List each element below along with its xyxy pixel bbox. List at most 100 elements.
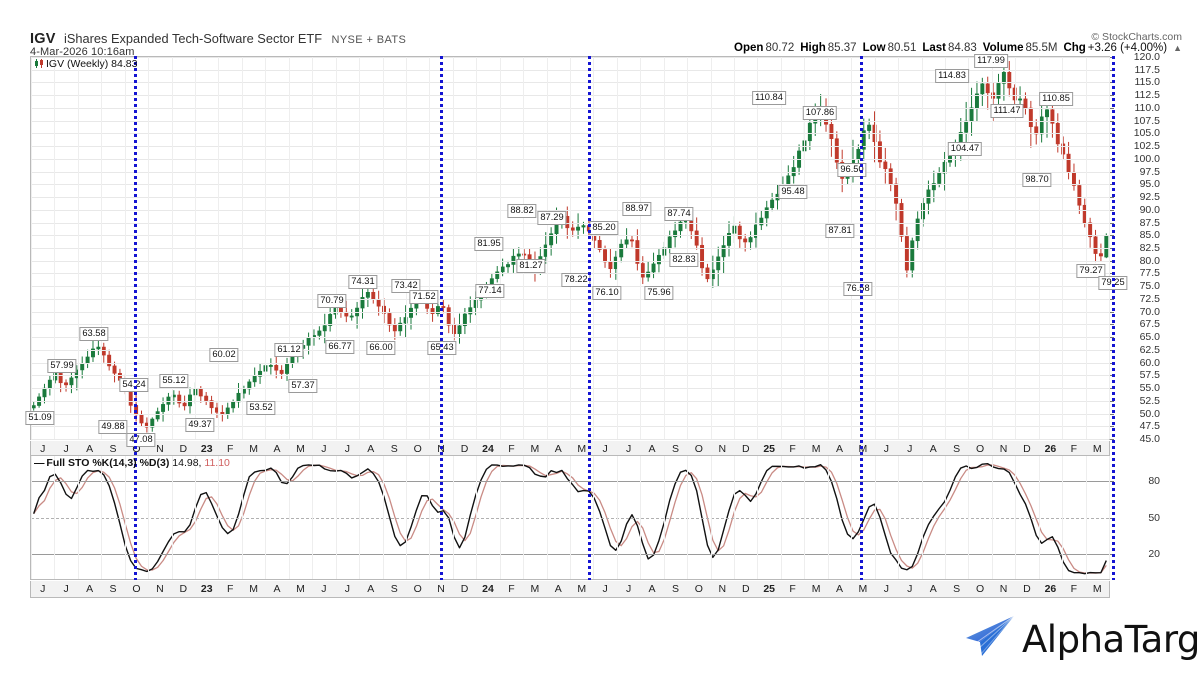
stochastic-pane[interactable] <box>30 455 1110 580</box>
x-axis-tick: N <box>437 583 445 595</box>
price-annotation-label: 95.48 <box>778 185 808 199</box>
x-axis-tick: J <box>344 583 350 595</box>
y-axis-tick: 70.0 <box>1139 305 1160 318</box>
x-axis-tick: F <box>789 443 796 455</box>
x-axis-tick: M <box>811 583 821 595</box>
price-annotation-label: 82.83 <box>669 253 699 267</box>
sto-vertical-gridline <box>359 456 361 579</box>
sto-vertical-gridline <box>101 456 103 579</box>
open-label: Open <box>734 42 764 54</box>
price-annotation-label: 104.47 <box>947 142 983 156</box>
y-axis-tick: 117.5 <box>1134 63 1161 76</box>
x-axis-tick: J <box>907 583 913 595</box>
x-axis-tick: A <box>86 443 94 455</box>
price-annotation-label: 107.86 <box>802 106 838 120</box>
x-axis-tick: D <box>1023 583 1031 595</box>
x-axis-tick: A <box>648 583 656 595</box>
x-axis-tick: M <box>530 583 540 595</box>
sto-vertical-gridline <box>265 456 267 579</box>
quote-bar: Open 80.72 High 85.37 Low 80.51 Last 84.83 Volum… <box>734 42 1182 54</box>
sto-vertical-gridline <box>148 456 150 579</box>
vertical-gridline <box>312 57 314 439</box>
vertical-gridline <box>874 57 876 439</box>
y-axis-tick: 67.5 <box>1139 318 1160 331</box>
stochastic-k-value: 14.98 <box>172 457 199 469</box>
sto-vertical-gridline <box>734 456 736 579</box>
vertical-gridline <box>288 57 290 439</box>
price-annotation-label: 110.84 <box>752 91 786 105</box>
sto-y-axis-tick: 20 <box>1148 548 1160 561</box>
x-axis-tick: F <box>508 443 515 455</box>
x-axis-tick: J <box>40 583 46 595</box>
price-annotation-label: 88.82 <box>507 204 537 218</box>
x-axis-tick: O <box>132 583 141 595</box>
x-axis-tick: F <box>508 583 515 595</box>
x-axis-tick: S <box>671 443 679 455</box>
x-axis-tick: M <box>530 443 540 455</box>
x-axis-tick: J <box>63 443 69 455</box>
price-annotation-label: 110.85 <box>1039 92 1073 106</box>
chg-value: +3.26 (+4.00%) <box>1087 42 1168 54</box>
stockcharts-watermark: © StockCharts.com <box>1091 31 1182 43</box>
vertical-gridline <box>77 57 79 439</box>
price-annotation-label: 79.27 <box>1076 264 1106 278</box>
stochastic-legend: — Full STO %K(14,3) %D(3) 14.98, 11.10 <box>34 457 230 469</box>
volume-label: Volume <box>982 42 1024 54</box>
x-axis-tick: M <box>577 583 587 595</box>
x-axis-tick: O <box>976 443 985 455</box>
price-chart-pane[interactable] <box>30 56 1110 440</box>
sto-vertical-gridline <box>757 456 759 579</box>
y-axis-tick: 90.0 <box>1139 203 1160 216</box>
vertical-marker-line <box>1112 56 1115 580</box>
price-annotation-label: 81.27 <box>516 259 546 273</box>
x-axis-tick: M <box>249 583 258 595</box>
y-axis-tick: 65.0 <box>1139 331 1160 344</box>
sto-vertical-gridline <box>452 456 454 579</box>
chg-label: Chg <box>1063 42 1086 54</box>
x-axis-bottom: J J A S O N D 23 F M A M J J A S O N D 24 F M A M J J A S O N D 25 F M A M J… <box>30 581 1110 598</box>
x-axis-tick: D <box>179 583 188 595</box>
x-axis-tick: A <box>929 583 937 595</box>
sto-vertical-gridline <box>195 456 197 579</box>
y-axis-tick: 100.0 <box>1133 152 1160 165</box>
sto-vertical-gridline <box>663 456 665 579</box>
sto-vertical-gridline <box>687 456 689 579</box>
price-annotation-label: 73.42 <box>391 279 421 293</box>
x-axis-top: J J A S O N D 23 F M A M J J A S O N D 24 F M A M J J A S O N D 25 F M A M J… <box>30 441 1110 458</box>
y-axis-tick: 72.5 <box>1139 292 1160 305</box>
price-annotation-label: 61.12 <box>274 343 304 357</box>
sto-vertical-gridline <box>77 456 79 579</box>
y-axis-tick: 112.5 <box>1134 89 1161 102</box>
x-axis-tick: O <box>413 583 422 595</box>
y-axis-tick: 62.5 <box>1139 343 1160 356</box>
x-axis-tick: 25 <box>763 443 776 455</box>
x-axis-tick: J <box>344 443 350 455</box>
high-value: 85.37 <box>827 42 857 54</box>
sto-vertical-gridline <box>218 456 220 579</box>
x-axis-tick: O <box>976 583 985 595</box>
legend-line-swatch: — <box>34 457 44 469</box>
y-axis-tick: 45.0 <box>1139 433 1160 445</box>
price-annotation-label: 75.96 <box>644 286 674 300</box>
sto-vertical-gridline <box>124 456 126 579</box>
x-axis-tick: J <box>321 583 327 595</box>
vertical-gridline <box>827 57 829 439</box>
price-annotation-label: 96.50 <box>837 163 867 177</box>
x-axis-tick: 23 <box>200 443 213 455</box>
vertical-gridline <box>640 57 642 439</box>
y-axis-tick: 105.0 <box>1133 127 1160 140</box>
x-axis-tick: A <box>367 583 375 595</box>
price-annotation-label: 51.09 <box>25 411 55 425</box>
price-annotation-label: 74.31 <box>348 275 378 289</box>
last-label: Last <box>922 42 946 54</box>
x-axis-tick: A <box>367 443 375 455</box>
security-name: iShares Expanded Tech-Software Sector ET… <box>64 31 323 46</box>
vertical-gridline <box>804 57 806 439</box>
x-axis-tick: S <box>109 583 117 595</box>
x-axis-tick: D <box>179 443 188 455</box>
sto-vertical-gridline <box>944 456 946 579</box>
vertical-gridline <box>265 57 267 439</box>
vertical-gridline <box>195 57 197 439</box>
vertical-gridline <box>171 57 173 439</box>
x-axis-tick: D <box>1023 443 1031 455</box>
